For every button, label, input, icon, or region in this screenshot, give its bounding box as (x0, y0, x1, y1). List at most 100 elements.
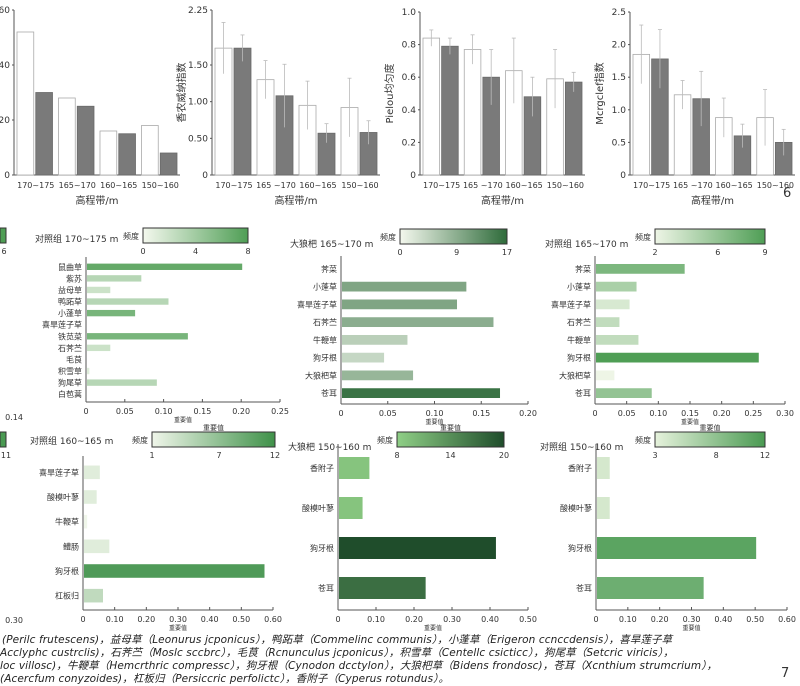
importance-bar (596, 281, 637, 292)
species-label: 苍耳 (575, 388, 591, 398)
importance-bar (339, 537, 496, 559)
x-tick-label: 0.50 (746, 615, 764, 624)
colorbar (396, 431, 505, 448)
x-tick-label: 0.20 (519, 409, 537, 418)
species-label: 小蓬草 (313, 282, 337, 292)
species-label: 积雪草 (58, 366, 82, 376)
bar-filled (564, 81, 583, 176)
panel-title: 对照组 165~170 m (545, 238, 628, 250)
x-tick-label: 0.30 (776, 409, 794, 418)
importance-bar (84, 588, 103, 603)
y-tick-label: 1.0 (402, 8, 417, 18)
importance-bar (596, 352, 759, 363)
bar-open (58, 97, 76, 176)
importance-bar (597, 457, 610, 479)
colorbar-tick-label: 9 (762, 248, 767, 257)
species-label: 喜旱莲子草 (297, 299, 337, 309)
x-tick-label: 150~160 (142, 181, 179, 190)
x-tick-label: 150~160 (547, 181, 584, 190)
species-label: 紫苏 (66, 273, 82, 283)
x-tick-label: 165 ~170 (673, 181, 713, 190)
x-tick-label: 0.25 (271, 407, 289, 416)
colorbar-label: 频度 (377, 435, 393, 445)
importance-bar (596, 334, 639, 345)
partial-x-tick-label: 0.14 (5, 413, 23, 422)
species-label: 牛鞭草 (567, 335, 591, 345)
species-label: 荠菜 (575, 264, 591, 274)
colorbar-tick-label: 9 (454, 248, 459, 257)
x-tick-label: 0.05 (379, 409, 397, 418)
importance-bar (87, 309, 136, 317)
x-tick-label: 150~160 (757, 181, 794, 190)
x-axis-label: 高程带/m (75, 194, 118, 207)
x-tick-label: 170~175 (17, 181, 54, 190)
importance-bar (84, 539, 110, 554)
x-tick-label: 0.05 (116, 407, 134, 416)
x-tick-label: 0.30 (683, 615, 701, 624)
partial-x-tick-label: 0.30 (5, 616, 23, 625)
x-tick-label: 160~165 (716, 181, 753, 190)
x-tick-label: 0.10 (155, 407, 173, 416)
colorbar-tick-label: 14 (445, 451, 455, 460)
panel-title: 大狼杷 165~170 m (290, 238, 373, 250)
species-label: 石荠苎 (567, 317, 591, 327)
bar-filled (441, 45, 459, 176)
x-tick-label: 0.30 (443, 615, 461, 624)
x-tick-label: 0.40 (714, 615, 732, 624)
importance-bar (596, 299, 630, 310)
importance-bar (87, 333, 188, 340)
x-axis-label: 重要值 (425, 418, 443, 426)
y-tick-label: 20 (0, 116, 10, 126)
x-tick-label: 0.50 (232, 615, 250, 624)
importance-bar (597, 537, 757, 559)
species-label: 狗牙根 (567, 353, 591, 363)
x-tick-label: 170~175 (215, 181, 252, 190)
species-label: 苍耳 (576, 583, 592, 593)
colorbar-label: 频度 (380, 232, 396, 242)
panel-title: 对照组 170~175 m (35, 233, 118, 245)
footnote-line: Acclyphc custrclis)，石荠苎（Moslc sccbrc），毛茛… (0, 647, 674, 659)
importance-panel-1: 对照组 170~175 m 频度0 4 80 0.05 0.10 0.15 0.20 0.25重… (35, 227, 289, 424)
x-tick-label: 0.20 (651, 615, 669, 624)
y-tick-label: 40 (0, 61, 10, 71)
x-axis-label: 高程带/m (274, 194, 317, 207)
colorbar (654, 228, 766, 245)
colorbar-tick-label: 12 (760, 451, 770, 460)
x-axis-label: 重要值 (169, 624, 187, 632)
importance-bar (87, 367, 90, 375)
y-tick-label: 0.50 (188, 134, 208, 144)
x-tick-label: 170~175 (423, 181, 460, 190)
x-axis-label: 重要值 (682, 624, 700, 632)
panel-title: 对照组 160~165 m (30, 435, 113, 447)
colorbar-label: 频度 (635, 232, 651, 242)
y-tick-label: 1.00 (188, 98, 208, 108)
bar-open (99, 130, 118, 176)
species-label: 毛茛 (66, 354, 82, 364)
species-label: 石荠苎 (58, 343, 82, 353)
y-tick-label: 2.0 (612, 41, 627, 51)
colorbar-tick-label: 8 (245, 247, 250, 256)
species-label: 狗牙根 (310, 543, 334, 553)
y-tick-label: 0 (202, 171, 208, 181)
species-label: 小蓬草 (58, 308, 82, 318)
y-tick-label: 1.5 (612, 73, 626, 83)
species-label: 杠板归 (55, 591, 79, 601)
colorbar-label: 频度 (123, 231, 139, 241)
x-tick-label: 165 ~170 (463, 181, 503, 190)
species-label: 益母草 (58, 285, 82, 295)
x-tick-label: 0.20 (232, 407, 250, 416)
species-label: 大狼杷草 (305, 370, 337, 380)
species-label: 白苞蒿 (58, 389, 82, 399)
species-label: 酸模叶蓼 (560, 503, 592, 513)
x-tick-label: 160~165 (299, 181, 336, 190)
colorbar-caption: 重要值 (440, 423, 461, 432)
importance-bar (339, 497, 363, 519)
importance-bar (87, 286, 111, 294)
bar-open (422, 37, 441, 176)
y-tick-label: 0 (410, 171, 416, 181)
x-tick-label: 160~165 (100, 181, 137, 190)
colorbar-tick-label: 20 (499, 451, 509, 460)
importance-bar (342, 317, 494, 328)
y-tick-label: 2.5 (612, 8, 626, 18)
y-tick-label: 0.2 (402, 138, 416, 148)
